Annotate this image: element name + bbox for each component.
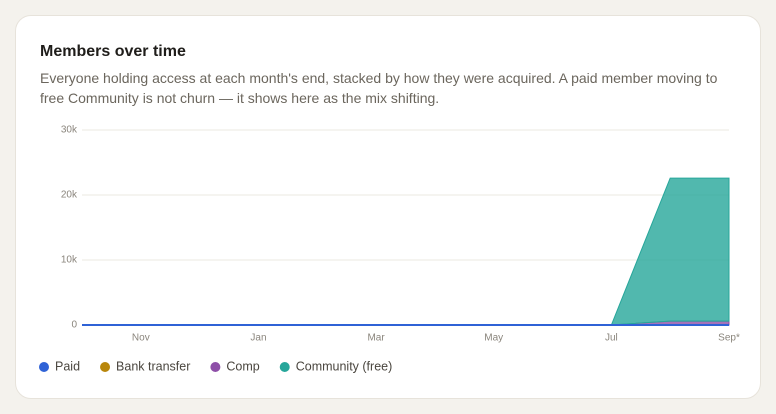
legend-label: Comp xyxy=(226,359,259,373)
legend-marker xyxy=(100,362,111,372)
y-tick-label: 30k xyxy=(61,125,78,136)
legend-marker xyxy=(210,362,221,372)
chart-title: Members over time xyxy=(40,43,186,60)
area xyxy=(82,177,730,326)
y-tick-label: 10k xyxy=(61,255,78,266)
legend-label: Paid xyxy=(55,359,80,373)
x-tick-label: Jul xyxy=(605,333,618,344)
x-tick-label: Jan xyxy=(250,333,266,344)
x-tick-label: Sep* xyxy=(718,333,740,344)
y-tick-label: 0 xyxy=(71,320,77,331)
legend-label: Community (free) xyxy=(296,359,393,373)
y-tick-label: 20k xyxy=(61,190,78,201)
legend-marker xyxy=(39,362,49,372)
x-tick-label: May xyxy=(484,333,503,344)
card: Members over time Everyone holding acces… xyxy=(15,15,761,399)
legend-marker xyxy=(279,362,290,372)
x-tick-label: Nov xyxy=(132,333,150,344)
legend-label: Bank transfer xyxy=(116,359,190,373)
x-tick-label: Mar xyxy=(367,333,385,344)
chart-subtitle: Everyone holding access at each month's … xyxy=(40,70,718,106)
